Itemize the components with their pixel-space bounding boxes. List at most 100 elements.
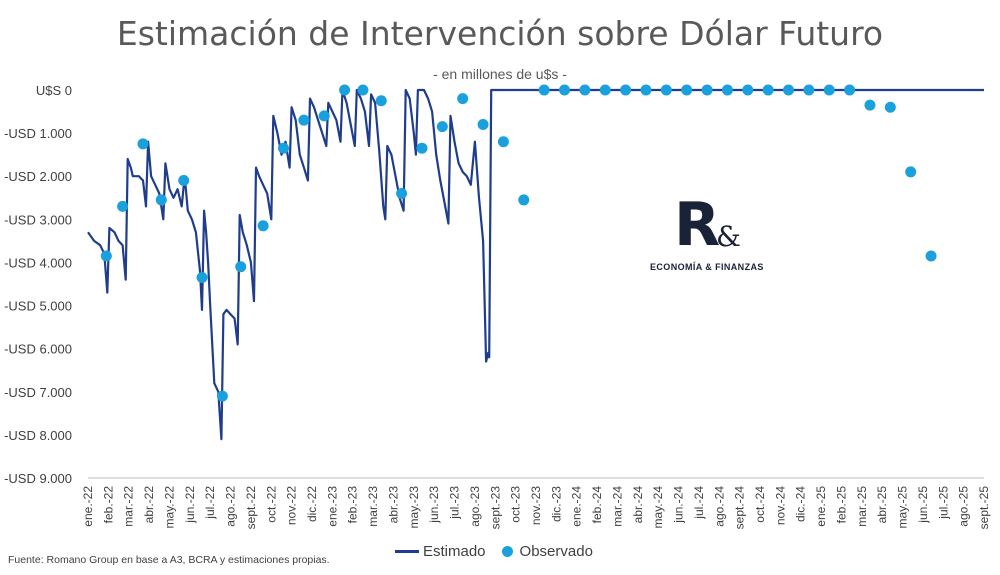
chart-subtitle: - en millones de u$s -	[433, 66, 567, 82]
data-point-observado	[620, 84, 632, 96]
data-point-observado	[783, 84, 795, 96]
x-tick-label: mar.-22	[122, 486, 136, 527]
data-point-observado	[925, 250, 937, 262]
data-point-observado	[216, 390, 228, 402]
x-tick-label: ene.-25	[814, 486, 828, 527]
logo-tagline: ECONOMÍA & FINANZAS	[650, 262, 764, 272]
x-tick-label: ago.-22	[224, 486, 238, 527]
x-tick-label: ago.-24	[712, 486, 726, 527]
data-point-observado	[235, 261, 247, 273]
x-tick-label: jul.-25	[936, 486, 950, 520]
x-tick-label: oct.-22	[264, 486, 278, 523]
data-point-observado	[339, 84, 351, 96]
data-point-observado	[721, 84, 733, 96]
data-point-observado	[844, 84, 856, 96]
legend-line-swatch	[395, 550, 419, 553]
x-tick-label: dic.-22	[305, 486, 319, 522]
x-tick-label: feb.-25	[834, 486, 848, 524]
x-tick-label: feb.-22	[101, 486, 115, 524]
data-point-observado	[559, 84, 571, 96]
x-tick-label: abr.-22	[142, 486, 156, 524]
source-note: Fuente: Romano Group en base a A3, BCRA …	[8, 554, 330, 566]
legend-item-observado: Observado	[501, 543, 593, 560]
data-point-observado	[196, 272, 208, 284]
data-point-observado	[298, 114, 310, 126]
chart-title: Estimación de Intervención sobre Dólar F…	[116, 14, 884, 53]
x-tick-label: sept.-24	[733, 486, 747, 530]
data-point-observado	[701, 84, 713, 96]
data-point-observado	[318, 110, 330, 122]
data-point-observado	[803, 84, 815, 96]
x-axis: ene.-22 feb.-22 mar.-22 abr.-22 may.-22 jun.-…	[81, 477, 991, 530]
data-point-observado	[416, 142, 428, 154]
x-tick-label: feb.-23	[346, 486, 360, 524]
y-tick-label: U$S 0	[36, 83, 72, 98]
x-tick-label: nov.-22	[285, 486, 299, 525]
x-tick-label: may.-24	[651, 486, 665, 529]
legend-item-estimado: Estimado	[395, 543, 486, 560]
y-tick-label: -USD 4.000	[4, 255, 72, 270]
y-tick-label: -USD 2.000	[4, 169, 72, 184]
data-point-observado	[864, 99, 876, 111]
data-point-observado	[375, 95, 387, 107]
data-point-observado	[436, 121, 448, 133]
data-point-observado	[681, 84, 693, 96]
x-tick-label: mar.-23	[366, 486, 380, 527]
data-point-observado	[257, 220, 269, 232]
data-point-observado	[884, 101, 896, 113]
data-point-observado	[457, 93, 469, 105]
x-tick-label: sept.-23	[488, 486, 502, 530]
data-point-observado	[155, 194, 167, 206]
legend-dot-swatch	[501, 546, 513, 557]
data-point-observado	[100, 250, 112, 262]
x-tick-label: abr.-24	[631, 486, 645, 524]
x-tick-label: mar.-25	[855, 486, 869, 527]
data-point-observado	[579, 84, 591, 96]
x-tick-label: dic.-24	[794, 486, 808, 522]
chart-legend: Estimado Observado	[395, 543, 609, 560]
x-tick-label: mar.-24	[610, 486, 624, 527]
x-tick-label: oct.-23	[509, 486, 523, 523]
data-point-observado	[117, 200, 129, 212]
x-tick-label: dic.-23	[549, 486, 563, 522]
x-tick-label: nov.-23	[529, 486, 543, 525]
data-point-observado	[277, 142, 289, 154]
data-point-observado	[178, 175, 190, 187]
data-point-observado	[762, 84, 774, 96]
legend-label-estimado: Estimado	[423, 543, 486, 560]
logo-ampersand: &	[716, 220, 741, 253]
data-point-observado	[396, 187, 408, 199]
series-estimado	[87, 88, 984, 441]
x-tick-label: ene.-23	[325, 486, 339, 527]
brand-logo: R & ECONOMÍA & FINANZAS	[650, 192, 764, 282]
data-point-observado	[518, 194, 530, 206]
x-tick-label: sept.-25	[977, 486, 991, 530]
x-tick-label: nov.-24	[773, 486, 787, 525]
legend-label-observado: Observado	[519, 543, 593, 560]
y-tick-label: -USD 5.000	[4, 299, 72, 314]
x-tick-label: jun.-24	[672, 486, 686, 524]
x-tick-label: ago.-25	[957, 486, 971, 527]
series-line-estimado	[87, 88, 984, 441]
x-tick-label: may.-25	[896, 486, 910, 529]
x-tick-label: abr.-23	[386, 486, 400, 524]
x-tick-label: oct.-24	[753, 486, 767, 523]
data-point-observado	[477, 118, 489, 130]
x-tick-label: ene.-24	[570, 486, 584, 527]
data-point-observado	[742, 84, 754, 96]
x-tick-label: jun.-25	[916, 486, 930, 524]
x-tick-label: jul.-22	[203, 486, 217, 520]
x-tick-label: ago.-23	[468, 486, 482, 527]
x-tick-label: may.-23	[407, 486, 421, 529]
data-point-observado	[497, 136, 509, 148]
data-point-observado	[357, 84, 369, 96]
x-tick-label: jun.-22	[183, 486, 197, 524]
data-point-observado	[137, 138, 149, 150]
y-tick-label: -USD 3.000	[4, 212, 72, 227]
x-tick-label: jul.-24	[692, 486, 706, 520]
data-point-observado	[640, 84, 652, 96]
y-tick-label: -USD 9.000	[4, 471, 72, 486]
data-point-observado	[599, 84, 611, 96]
y-tick-label: -USD 7.000	[4, 385, 72, 400]
data-point-observado	[905, 166, 917, 178]
